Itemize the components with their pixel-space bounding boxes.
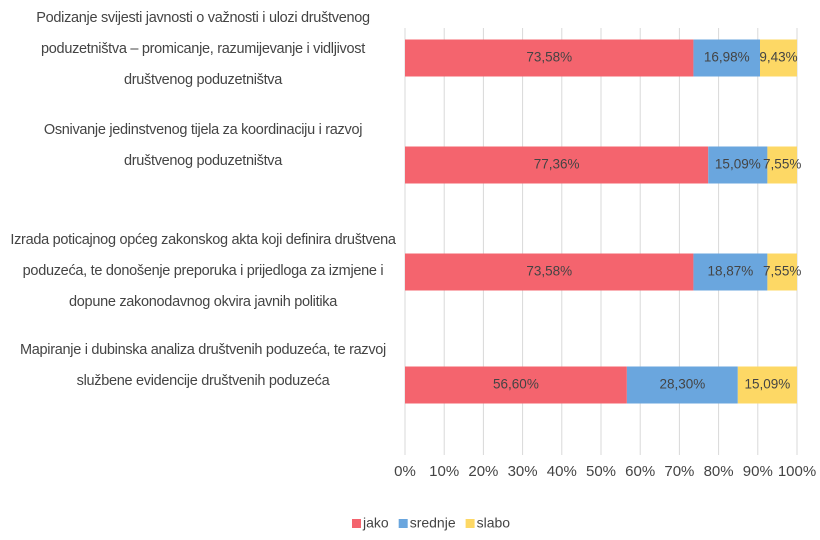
bar-segment <box>405 253 694 291</box>
value-label: 7,55% <box>763 264 801 279</box>
category-label: Izrada poticajnog općeg zakonskog akta k… <box>10 232 396 310</box>
value-label: 28,30% <box>659 377 705 392</box>
x-tick-label: 50% <box>586 463 616 480</box>
value-label: 16,98% <box>704 50 750 65</box>
x-tick-label: 0% <box>394 463 416 480</box>
value-label: 15,09% <box>744 377 790 392</box>
x-tick-label: 20% <box>468 463 498 480</box>
category-label: Mapiranje i dubinska analiza društvenih … <box>20 342 386 389</box>
bar-segment <box>405 366 627 404</box>
legend-label: slabo <box>477 515 511 531</box>
x-tick-label: 40% <box>547 463 577 480</box>
bar-segment <box>405 39 694 77</box>
value-label: 9,43% <box>759 50 797 65</box>
category-label: Osnivanje jedinstvenog tijela za koordin… <box>43 122 363 169</box>
value-label: 56,60% <box>493 377 539 392</box>
legend-swatch <box>465 519 475 528</box>
value-label: 77,36% <box>534 157 580 172</box>
bar-segment <box>708 146 768 184</box>
bar-segment <box>693 253 768 291</box>
bar-segment <box>737 366 797 404</box>
value-label: 73,58% <box>526 50 572 65</box>
x-tick-label: 90% <box>743 463 773 480</box>
value-label: 15,09% <box>715 157 761 172</box>
value-label: 7,55% <box>763 157 801 172</box>
legend-label: srednje <box>410 515 456 531</box>
bar-segment <box>626 366 738 404</box>
value-label: 18,87% <box>708 264 754 279</box>
x-tick-label: 100% <box>778 463 816 480</box>
bar-segment <box>405 146 709 184</box>
x-tick-label: 60% <box>625 463 655 480</box>
x-tick-label: 30% <box>508 463 538 480</box>
legend-label: jako <box>362 515 389 531</box>
x-tick-label: 80% <box>704 463 734 480</box>
bar-segment <box>767 146 797 184</box>
bar-segment <box>693 39 760 77</box>
bar-segment <box>767 253 797 291</box>
category-label: Podizanje svijesti javnosti o važnosti i… <box>36 10 370 88</box>
legend-swatch <box>398 519 408 528</box>
bar-segment <box>759 39 797 77</box>
x-tick-label: 10% <box>429 463 459 480</box>
legend-swatch <box>352 519 361 528</box>
x-tick-label: 70% <box>664 463 694 480</box>
value-label: 73,58% <box>526 264 572 279</box>
